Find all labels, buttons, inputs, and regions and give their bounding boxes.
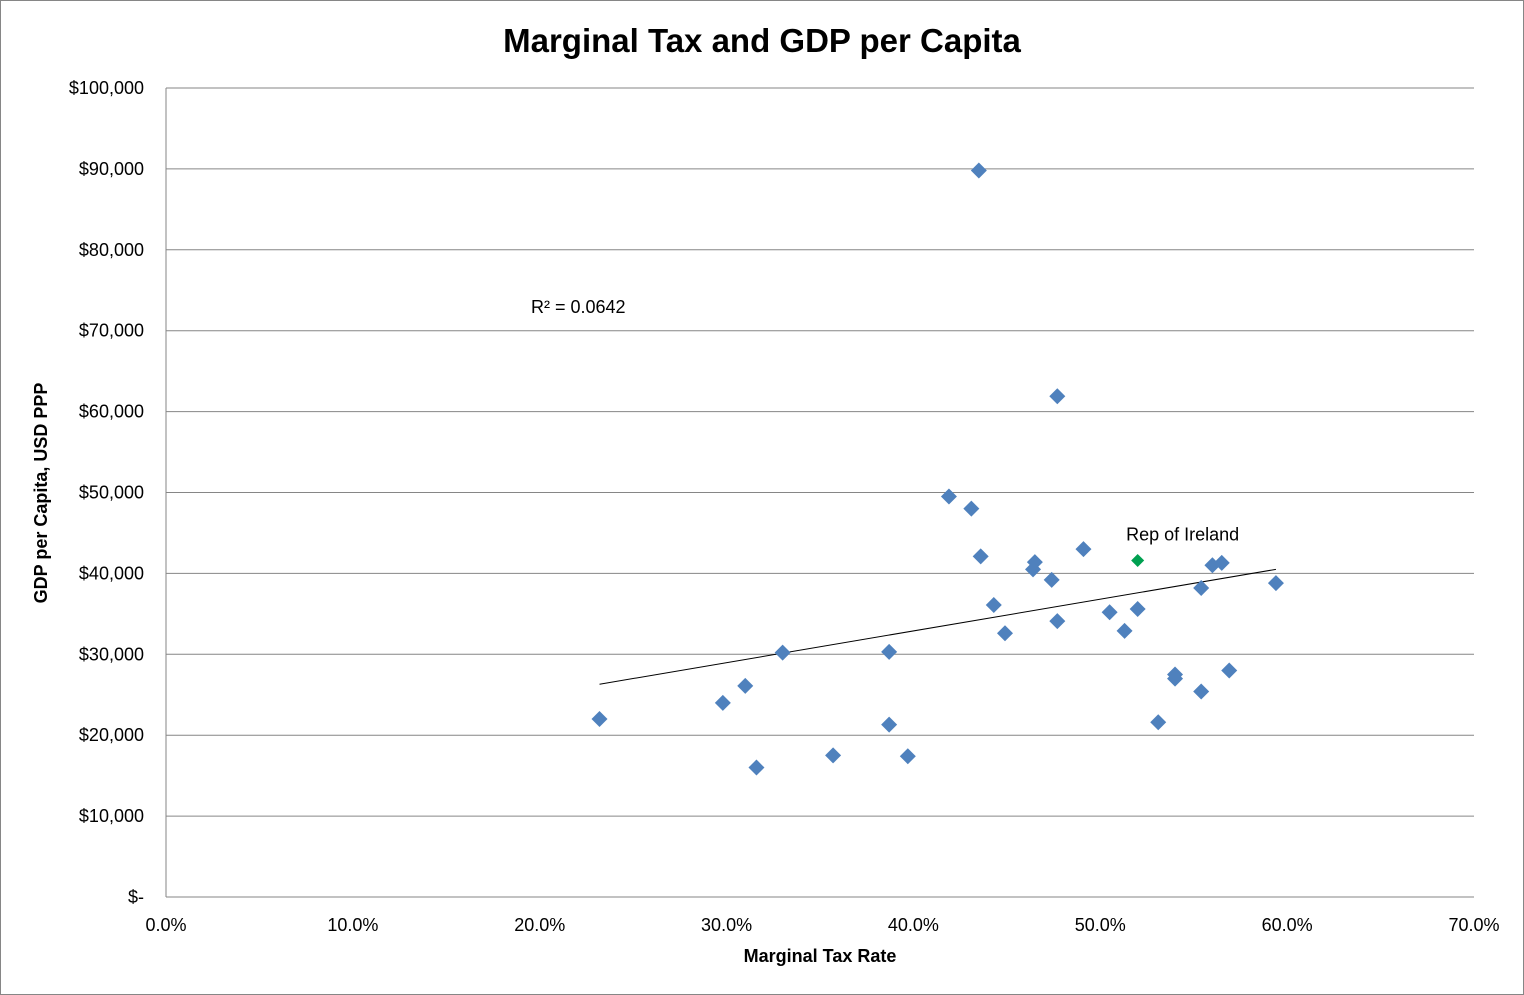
data-point	[1213, 554, 1230, 571]
data-points	[591, 162, 1284, 776]
data-point	[1043, 571, 1060, 588]
y-tick-labels: $- $10,000 $20,000 $30,000 $40,000 $50,000 $60…	[69, 78, 144, 907]
data-point	[1129, 600, 1146, 617]
x-tick-label: 70.0%	[1448, 915, 1499, 935]
x-tick-label: 30.0%	[701, 915, 752, 935]
trendline	[599, 568, 1277, 685]
data-point	[1150, 714, 1167, 731]
data-point	[774, 644, 791, 661]
gridlines	[166, 87, 1474, 817]
data-point	[748, 759, 765, 776]
data-point	[970, 162, 987, 179]
point-labels: Rep of Ireland	[1126, 524, 1239, 544]
y-tick-label: $40,000	[79, 563, 144, 583]
data-point	[996, 625, 1013, 642]
x-axis-title: Marginal Tax Rate	[744, 946, 897, 966]
data-point	[899, 748, 916, 765]
x-tick-labels: 0.0% 10.0% 20.0% 30.0% 40.0% 50.0% 60.0% 70.0%	[145, 915, 1499, 935]
y-tick-label: $100,000	[69, 78, 144, 98]
data-point	[825, 747, 842, 764]
y-tick-label: $20,000	[79, 725, 144, 745]
highlighted-data-point	[1131, 553, 1145, 567]
data-point	[972, 548, 989, 565]
y-tick-label: $80,000	[79, 240, 144, 260]
data-point	[1221, 662, 1238, 679]
x-tick-label: 60.0%	[1262, 915, 1313, 935]
data-point	[1101, 604, 1118, 621]
data-point	[1075, 541, 1092, 558]
data-point	[881, 716, 898, 733]
data-point	[1116, 622, 1133, 639]
data-point	[963, 500, 980, 517]
y-axis-title: GDP per Capita, USD PPP	[31, 383, 51, 604]
data-point	[1193, 579, 1210, 596]
data-point-label: Rep of Ireland	[1126, 524, 1239, 544]
chart-title: Marginal Tax and GDP per Capita	[503, 22, 1021, 59]
y-tick-label: $30,000	[79, 644, 144, 664]
x-tick-label: 0.0%	[145, 915, 186, 935]
data-point	[1267, 575, 1284, 592]
data-point	[940, 488, 957, 505]
y-tick-label: $70,000	[79, 321, 144, 341]
data-point	[1049, 388, 1066, 405]
y-tick-label: $50,000	[79, 483, 144, 503]
y-tick-label: $10,000	[79, 806, 144, 826]
data-point	[985, 596, 1002, 613]
y-tick-label: $60,000	[79, 402, 144, 422]
r-squared-label: R² = 0.0642	[531, 297, 626, 317]
data-point	[1026, 554, 1043, 571]
data-point	[591, 711, 608, 728]
data-point	[714, 694, 731, 711]
x-tick-label: 20.0%	[514, 915, 565, 935]
y-tick-label: $90,000	[79, 159, 144, 179]
data-point	[1049, 613, 1066, 630]
x-tick-label: 50.0%	[1075, 915, 1126, 935]
data-point	[1167, 670, 1184, 687]
data-point	[1193, 683, 1210, 700]
y-tick-label: $-	[128, 887, 144, 907]
data-point	[737, 677, 754, 694]
x-tick-label: 10.0%	[327, 915, 378, 935]
x-tick-label: 40.0%	[888, 915, 939, 935]
data-point	[881, 643, 898, 660]
